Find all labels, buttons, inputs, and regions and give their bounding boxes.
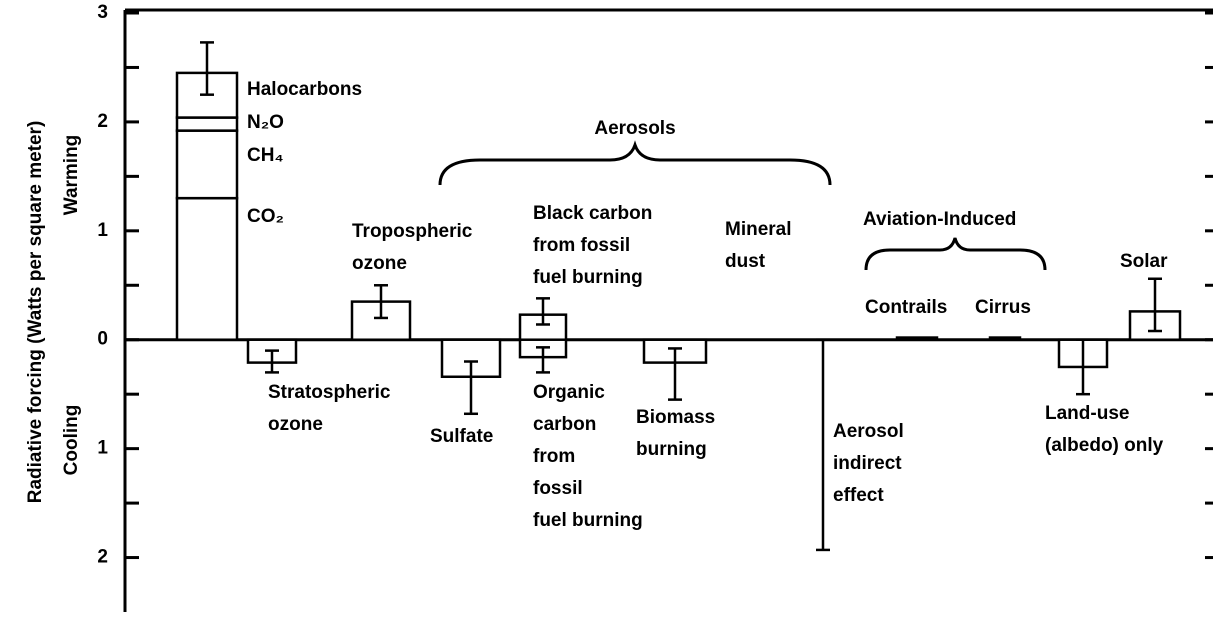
- bar-label: ozone: [352, 253, 407, 274]
- bar-label: Contrails: [865, 297, 947, 318]
- bar-label: Sulfate: [430, 426, 493, 447]
- error-bar: [816, 338, 830, 552]
- error-bar: [668, 347, 682, 401]
- stack-label: Halocarbons: [247, 79, 362, 100]
- stack-segment: [175, 129, 239, 200]
- bar-label: effect: [833, 485, 884, 506]
- bar-label: fuel burning: [533, 267, 643, 288]
- stack-label: CO₂: [247, 206, 284, 227]
- bar-label: fossil: [533, 478, 583, 499]
- error-bar: [464, 360, 478, 416]
- y-tick-label: 0: [97, 329, 108, 350]
- bar-label: Black carbon: [533, 203, 652, 224]
- group-label: Aviation-Induced: [863, 209, 1016, 230]
- bar-label: Stratospheric: [268, 382, 391, 403]
- group-label: Aerosols: [594, 118, 675, 139]
- bar-label: from: [533, 446, 575, 467]
- bar-label: Aerosol: [833, 421, 904, 442]
- aviation-brace: [864, 237, 1047, 271]
- y-tick-label: 3: [97, 2, 108, 23]
- y-axis-label: Radiative forcing (Watts per square mete…: [25, 121, 46, 504]
- error-bar: [536, 297, 550, 326]
- error-bar: [536, 346, 550, 374]
- bar-label: fuel burning: [533, 510, 643, 531]
- bar-label: Biomass: [636, 407, 715, 428]
- stack-label: CH₄: [247, 145, 284, 166]
- error-bar: [1148, 277, 1162, 333]
- bar-label: from fossil: [533, 235, 630, 256]
- bar-label: burning: [636, 439, 707, 460]
- y-tick-label: 1: [97, 220, 108, 241]
- y-tick-label: 1: [97, 438, 108, 459]
- error-bar: [200, 41, 214, 96]
- bar: [988, 336, 1022, 341]
- aerosols-brace: [438, 140, 832, 186]
- stack-segment: [175, 116, 239, 132]
- bar-label: (albedo) only: [1045, 435, 1164, 456]
- stack-label: N₂O: [247, 112, 284, 133]
- bar-label: Mineral: [725, 219, 792, 240]
- bar-label: Land-use: [1045, 403, 1129, 424]
- bar-label: Organic: [533, 382, 605, 403]
- bar-label: ozone: [268, 414, 323, 435]
- error-bar: [265, 349, 279, 374]
- cooling-label: Cooling: [61, 405, 82, 476]
- y-tick-label: 2: [97, 111, 108, 132]
- y-tick-label: 2: [97, 547, 108, 568]
- bar-label: indirect: [833, 453, 902, 474]
- bar-label: Tropospheric: [352, 221, 473, 242]
- stack-segment: [175, 196, 239, 341]
- bar-label: Solar: [1120, 251, 1168, 272]
- bar: [895, 336, 939, 341]
- error-bar: [1076, 338, 1090, 396]
- bar-label: carbon: [533, 414, 596, 435]
- error-bar: [374, 284, 388, 320]
- bar-label: dust: [725, 251, 766, 272]
- warming-label: Warming: [61, 135, 82, 216]
- bar-label: Cirrus: [975, 297, 1031, 318]
